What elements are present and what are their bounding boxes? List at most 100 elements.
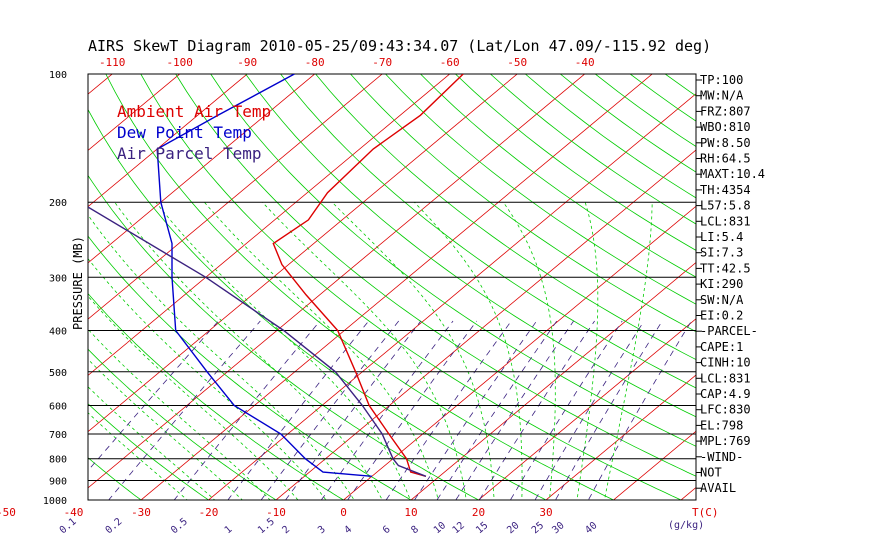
mixing-ratio-line — [88, 320, 219, 472]
mixing-ratio-tick-label: 0.5 — [169, 516, 190, 536]
bottom-temp-tick-label: 10 — [404, 506, 417, 519]
dry-adiabat-line — [88, 108, 547, 500]
mixing-ratio-line — [436, 320, 558, 500]
dry-adiabat-line — [280, 74, 696, 389]
index-label: MPL:769 — [700, 434, 751, 448]
mixing-ratio-line — [478, 320, 595, 500]
index-label: TP:100 — [700, 73, 743, 87]
moist-adiabat-line — [88, 358, 243, 500]
isotherm-line — [207, 93, 696, 500]
moist-adiabat-line — [114, 201, 383, 500]
moist-adiabat-line — [502, 201, 556, 500]
x-axis-label: T(C) — [692, 506, 719, 519]
top-temp-tick-label: -70 — [372, 56, 392, 69]
legend-item-label: Dew Point Temp — [117, 123, 252, 142]
mixing-ratio-tick-label: 40 — [583, 520, 599, 536]
top-temp-tick-label: -40 — [575, 56, 595, 69]
mixing-ratio-tick-label: 3 — [316, 524, 328, 536]
series-line-air-parcel-temp — [88, 206, 427, 477]
mixing-ratio-tick-label: 2 — [280, 524, 292, 536]
index-label: TT:42.5 — [700, 261, 751, 275]
mixing-ratio-tick-label: 6 — [381, 524, 393, 536]
moist-adiabat-line — [204, 201, 439, 500]
mixing-ratio-line — [260, 320, 400, 500]
moist-adiabat-line — [331, 201, 495, 500]
moist-adiabat-line — [414, 201, 523, 500]
mixing-ratio-line — [455, 320, 574, 500]
mixing-ratio-line — [385, 320, 512, 500]
pressure-tick-label: 700 — [49, 430, 67, 441]
pressure-tick-label: 900 — [49, 477, 67, 488]
bottom-temp-tick-label: 30 — [539, 506, 552, 519]
isotherm-line — [88, 74, 181, 151]
mixing-ratio-tick-label: 20 — [505, 520, 521, 536]
mixing-ratio-tick-label: 4 — [342, 524, 354, 536]
index-label: EL:798 — [700, 418, 743, 432]
dry-adiabat-line — [525, 74, 696, 199]
index-label: L57:5.8 — [700, 199, 751, 213]
top-temp-tick-label: -60 — [440, 56, 460, 69]
top-temp-tick-label: -50 — [507, 56, 527, 69]
isotherm-line — [342, 205, 696, 500]
index-label: RH:64.5 — [700, 152, 751, 166]
index-label: LCL:831 — [700, 371, 751, 385]
dry-adiabat-line — [175, 74, 696, 477]
legend-item-label: Ambient Air Temp — [117, 102, 271, 121]
mixing-ratio-line — [509, 320, 623, 500]
mixing-ratio-tick-label: 1 — [223, 524, 235, 536]
isotherm-line — [275, 149, 696, 500]
profile-lines — [88, 74, 464, 477]
index-label: FRZ:807 — [700, 104, 751, 118]
isotherm-line — [88, 74, 316, 264]
isotherm-line — [612, 430, 696, 500]
moist-adiabat-line — [88, 258, 327, 500]
index-label: MAXT:10.4 — [700, 167, 765, 181]
index-label: -PARCEL- — [700, 324, 758, 338]
index-label: KI:290 — [700, 277, 743, 291]
bottom-temp-tick-label: -50 — [0, 506, 16, 519]
bottom-temp-tick-label: 20 — [472, 506, 485, 519]
isotherm-line — [0, 65, 56, 510]
dry-adiabat-line — [245, 74, 696, 418]
mixing-ratio-tick-label: 8 — [409, 524, 421, 536]
dry-adiabat-line — [88, 457, 142, 500]
isobar-lines — [87, 73, 697, 501]
pressure-tick-label: 800 — [49, 455, 67, 466]
dry-adiabat-line — [105, 74, 615, 500]
index-label: -WIND- — [700, 450, 743, 464]
index-label: CAPE:1 — [700, 340, 743, 354]
index-label: LFC:830 — [700, 403, 751, 417]
isotherm-line — [88, 74, 518, 433]
isotherm-line — [88, 74, 248, 208]
dry-adiabat-line — [315, 74, 696, 361]
mixing-ratio-tick-label: 10 — [432, 520, 448, 536]
legend: Ambient Air Temp Dew Point Temp Air Parcel… — [117, 102, 271, 163]
mixing-ratio-line — [108, 320, 261, 500]
bottom-temp-tick-label: -10 — [266, 506, 286, 519]
mixing-ratio-tick-label: 0.1 — [58, 516, 79, 536]
background-grid — [0, 65, 870, 510]
index-label: PW:8.50 — [700, 136, 751, 150]
index-label: CINH:10 — [700, 356, 751, 370]
mixing-ratio-unit-label: (g/kg) — [668, 520, 704, 531]
bottom-temp-tick-label: -40 — [64, 506, 84, 519]
top-temp-tick-label: -90 — [237, 56, 257, 69]
moist-adiabat-line — [88, 214, 355, 500]
y-axis-label: PRESSURE (MB) — [71, 236, 85, 330]
isotherm-line — [738, 65, 870, 510]
pressure-tick-label: 200 — [49, 198, 67, 209]
mixing-ratio-tick-label: 30 — [550, 520, 566, 536]
mixing-ratio-tick-label: 25 — [530, 520, 546, 536]
mixing-ratio-line — [555, 320, 663, 500]
isotherm-line — [88, 74, 586, 489]
pressure-tick-label: 500 — [49, 368, 67, 379]
index-label: MW:N/A — [700, 89, 744, 103]
bottom-temp-tick-label: -30 — [131, 506, 151, 519]
index-label: WBO:810 — [700, 120, 751, 134]
legend-item-label: Air Parcel Temp — [117, 144, 262, 163]
dry-adiabat-line — [88, 403, 210, 500]
dry-adiabat-line — [88, 293, 345, 500]
